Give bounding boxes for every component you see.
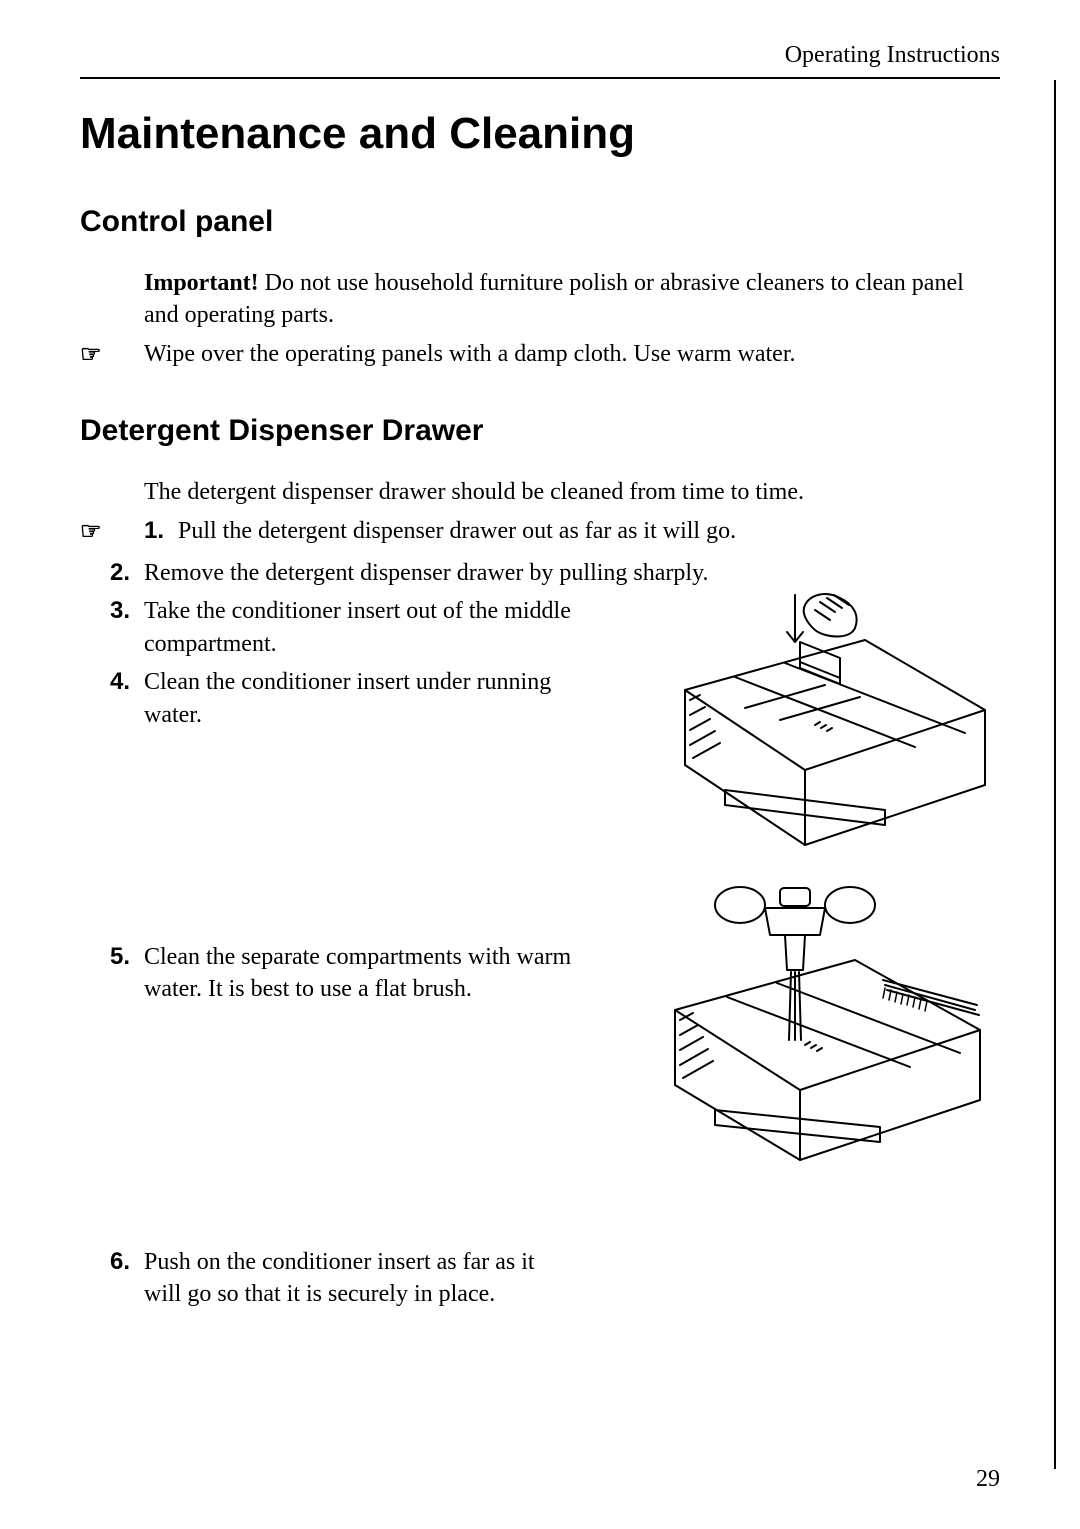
step-text: Push on the conditioner insert as far as… [144,1246,574,1311]
figure-drawer-clean [645,880,1000,1166]
step-text: Remove the detergent dispenser drawer by… [144,557,1000,589]
page-number: 29 [976,1466,1000,1493]
step-6: 6. Push on the conditioner insert as far… [110,1246,1000,1311]
right-border-rule [1054,80,1056,1469]
important-paragraph: Important! Do not use household furnitur… [144,267,1000,332]
step-number: 6. [110,1246,144,1278]
page-container: Operating Instructions Maintenance and C… [0,0,1080,1529]
step-text: Take the conditioner insert out of the m… [144,595,574,660]
section-detergent-drawer: Detergent Dispenser Drawer The detergent… [80,414,1000,1310]
step-number: 2. [110,557,144,589]
pointer-icon: ☞ [80,515,144,546]
step-text: Clean the separate compartments with war… [144,941,574,1006]
detergent-intro: The detergent dispenser drawer should be… [144,476,1000,508]
step-2: 2. Remove the detergent dispenser drawer… [110,557,1000,589]
step-number: 4. [110,666,144,698]
section-control-panel: Control panel Important! Do not use hous… [80,205,1000,370]
step-text: Pull the detergent dispenser drawer out … [178,515,1000,547]
tip-text: Wipe over the operating panels with a da… [144,338,1000,370]
figure-drawer-insert [645,590,1000,855]
heading-detergent-drawer: Detergent Dispenser Drawer [80,414,1000,448]
step-number: 5. [110,941,144,973]
step-number: 1. [144,515,178,547]
step-1-row: ☞ 1. Pull the detergent dispenser drawer… [80,515,1000,553]
tip-row: ☞ Wipe over the operating panels with a … [80,338,1000,370]
step-text: Clean the conditioner insert under runni… [144,666,574,731]
step-number: 3. [110,595,144,627]
breadcrumb: Operating Instructions [80,42,1000,79]
page-title: Maintenance and Cleaning [80,109,1000,159]
important-label: Important! [144,270,259,296]
important-text: Do not use household furniture polish or… [144,270,964,328]
pointer-icon: ☞ [80,338,144,369]
step-1: 1. Pull the detergent dispenser drawer o… [144,515,1000,547]
heading-control-panel: Control panel [80,205,1000,239]
